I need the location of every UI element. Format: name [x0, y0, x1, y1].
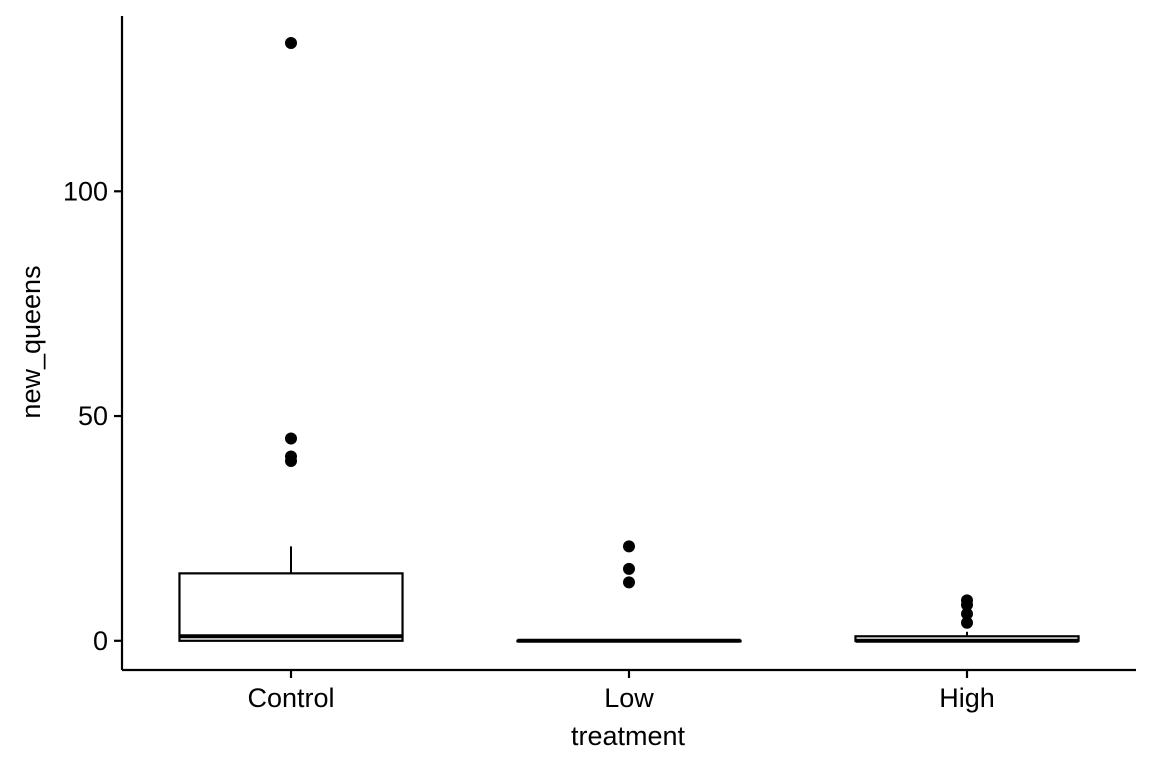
outlier-point [623, 562, 635, 575]
outlier-point [285, 36, 297, 49]
y-tick-label: 0 [93, 626, 108, 656]
x-axis-ticks: Control Low High [247, 670, 995, 713]
x-tick-label: Control [247, 683, 334, 713]
outlier-point [961, 607, 973, 620]
outlier-point [285, 454, 297, 467]
box-group-low [516, 540, 742, 643]
outlier-point [623, 576, 635, 589]
y-axis-ticks: 0 50 100 [63, 176, 122, 656]
box-iqr [178, 572, 404, 642]
outlier-point [285, 432, 297, 445]
box-group-control [178, 36, 404, 642]
x-tick-label: Low [604, 683, 654, 713]
y-axis-title: new_queens [16, 265, 46, 418]
x-axis-title: treatment [571, 721, 686, 751]
y-tick-label: 100 [63, 176, 108, 206]
box-group-high [854, 594, 1080, 643]
x-tick-label: High [939, 683, 995, 713]
outlier-point [623, 540, 635, 553]
y-tick-label: 50 [78, 401, 108, 431]
outlier-point [961, 616, 973, 629]
outlier-point [961, 598, 973, 611]
boxes-layer [178, 36, 1080, 643]
